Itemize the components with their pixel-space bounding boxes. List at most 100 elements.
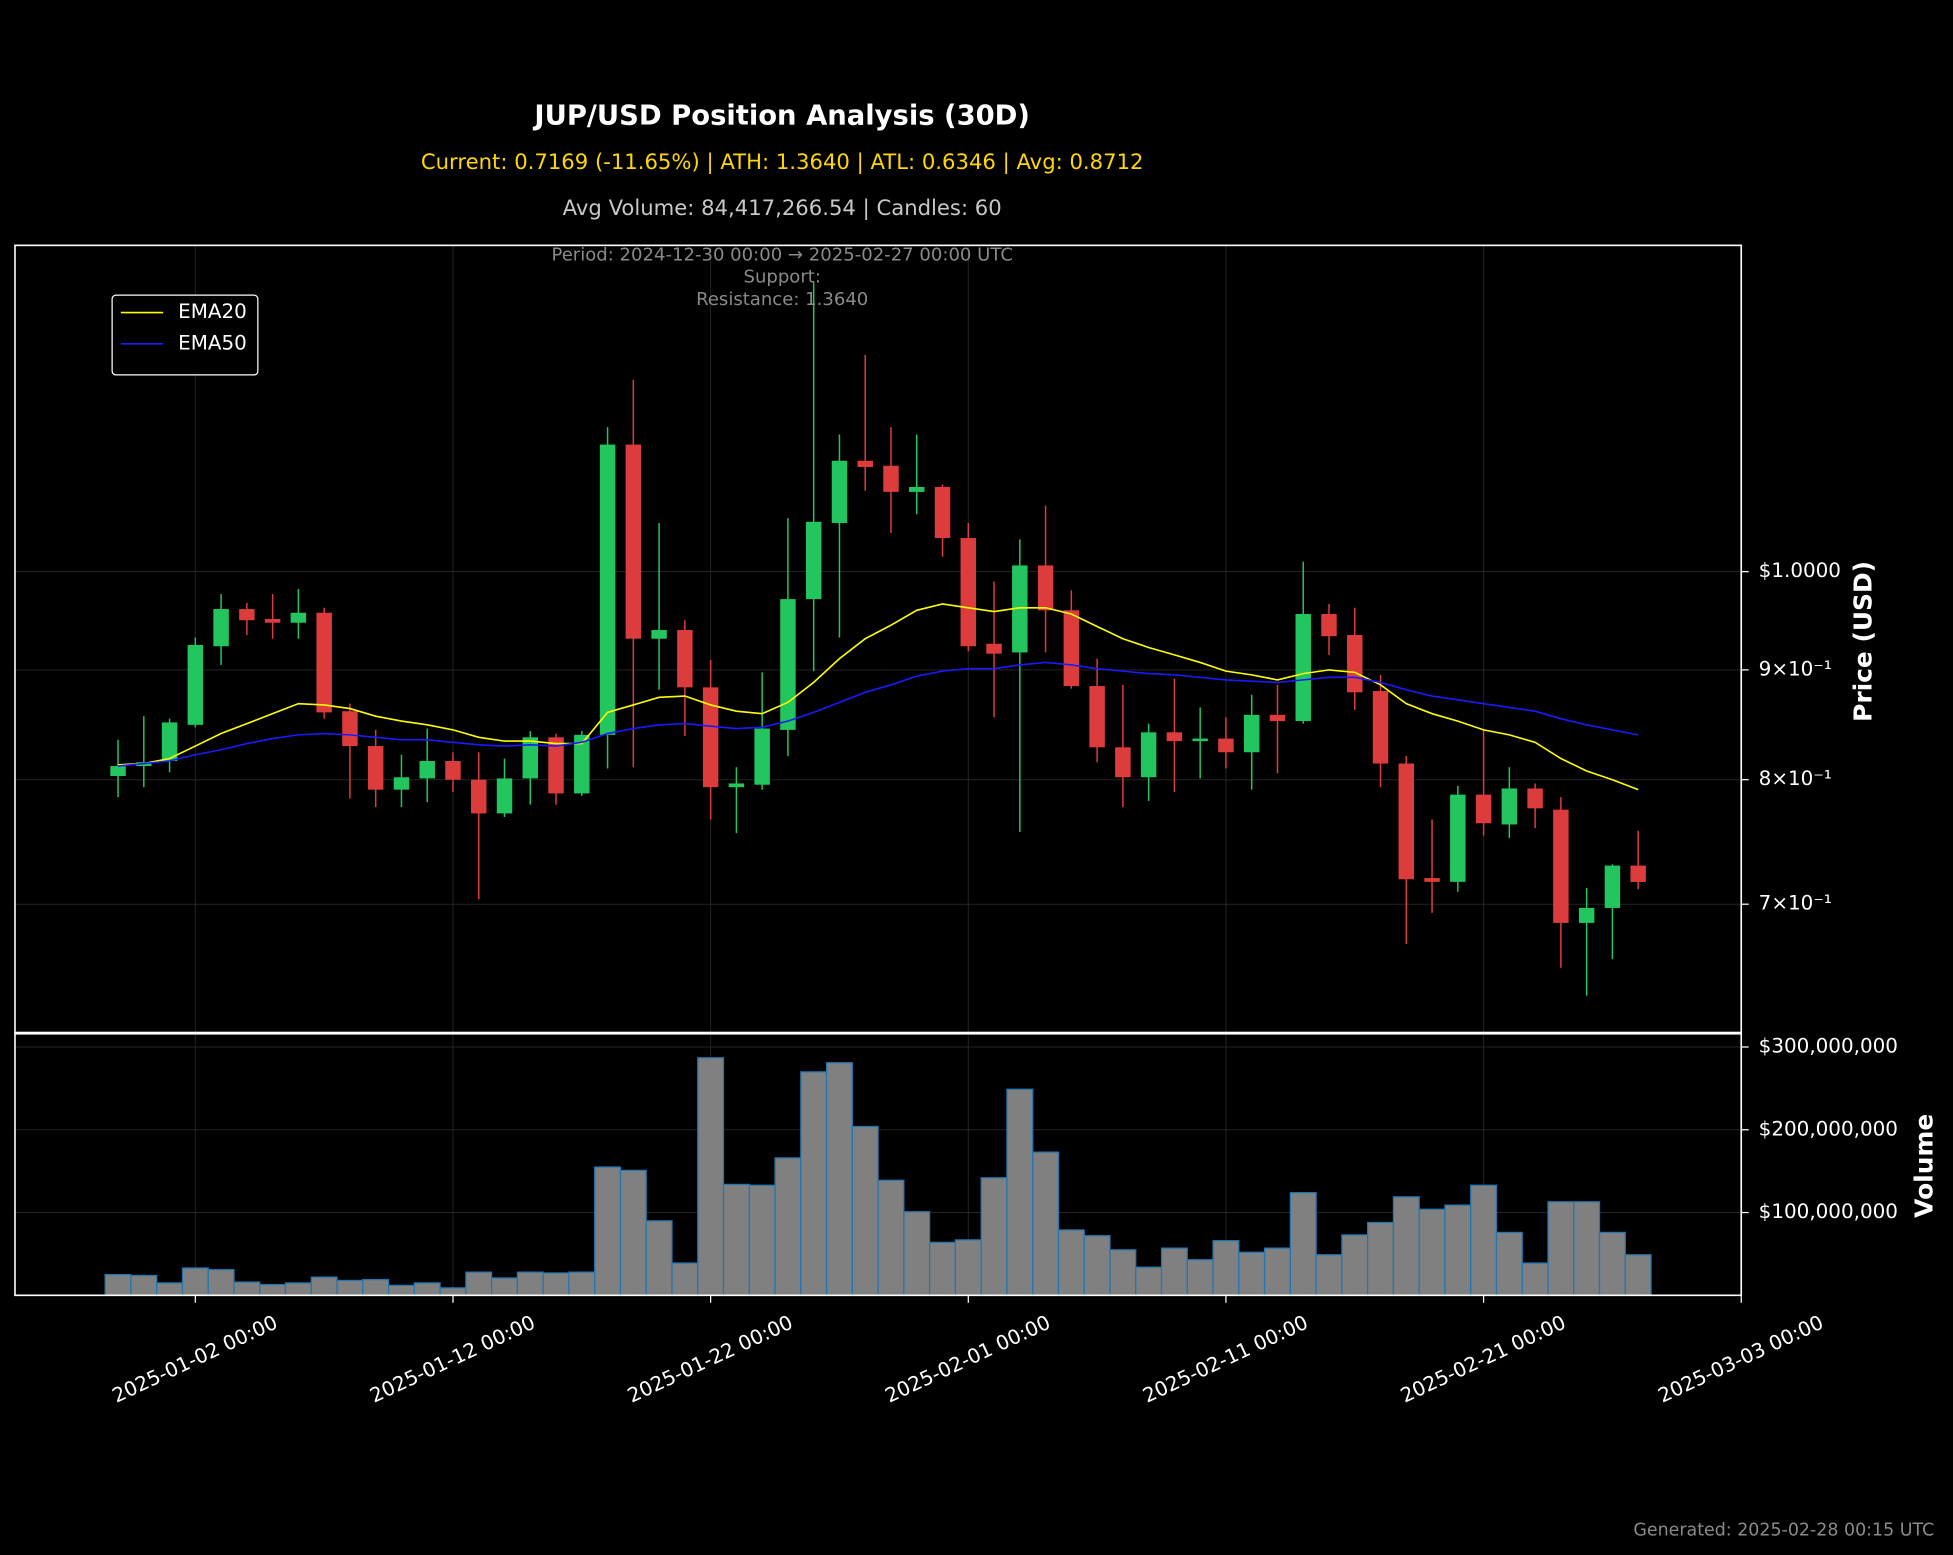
volume-bar: [130, 1274, 158, 1296]
volume-bar: [465, 1271, 493, 1296]
volume-bar: [1135, 1266, 1163, 1296]
y-tick-label: 7×10⁻¹: [1759, 892, 1832, 915]
volume-bar: [362, 1278, 390, 1296]
annotation: Resistance: 1.3640: [696, 289, 868, 310]
y-axis-label: Volume: [1910, 1114, 1939, 1218]
volume-bar: [1160, 1247, 1188, 1296]
chart-title: JUP/USD Position Analysis (30D): [532, 101, 1030, 132]
candle-body: [1115, 747, 1131, 778]
candle-body: [419, 761, 435, 779]
y-tick-label: 8×10⁻¹: [1759, 767, 1832, 790]
volume-bar: [568, 1271, 596, 1296]
candle-body: [986, 643, 1002, 654]
volume-bar: [233, 1281, 261, 1296]
candle-body: [934, 486, 951, 539]
candle-body: [651, 630, 667, 639]
footnote: Generated: 2025-02-28 00:15 UTC: [1633, 1521, 1934, 1541]
volume-bar: [542, 1272, 570, 1296]
y-tick-label: $300,000,000: [1759, 1035, 1898, 1058]
candle-body: [1243, 714, 1260, 753]
candle-body: [1321, 613, 1337, 637]
candle-body: [1166, 732, 1183, 742]
volume-bar: [1109, 1249, 1137, 1296]
volume-bar: [877, 1179, 905, 1296]
volume-bar: [156, 1282, 184, 1296]
volume-bar: [1238, 1251, 1266, 1296]
candle-body: [1372, 691, 1389, 764]
volume-bar: [774, 1157, 802, 1296]
candle-body: [1347, 635, 1363, 693]
volume-bar: [1212, 1240, 1240, 1296]
candle-body: [1604, 865, 1621, 908]
candle-body: [1012, 565, 1028, 653]
volume-bar: [439, 1287, 467, 1296]
candle-body: [1424, 878, 1440, 882]
volume-bar: [1521, 1262, 1549, 1296]
volume-bar: [800, 1071, 828, 1296]
candle-body: [1140, 732, 1157, 778]
volume-bar: [1083, 1235, 1111, 1296]
volume-bar: [1495, 1231, 1523, 1296]
plot-frame: [14, 1032, 1743, 1297]
candle-body: [805, 521, 822, 600]
candle-body: [471, 779, 487, 814]
volume-bar: [387, 1284, 415, 1296]
volume-bar: [980, 1177, 1008, 1296]
volume-bar: [1573, 1201, 1601, 1296]
y-tick-label: $100,000,000: [1759, 1200, 1898, 1223]
candle-body: [780, 599, 796, 730]
y-tick-label: $1.0000: [1759, 559, 1841, 582]
volume-bar: [619, 1169, 647, 1296]
volume-bar: [1006, 1088, 1034, 1296]
chart-subtitle: Current: 0.7169 (-11.65%) | ATH: 1.3640 …: [421, 149, 1144, 175]
y-tick-label: 9×10⁻¹: [1759, 657, 1832, 680]
volume-bar: [954, 1239, 982, 1296]
candle-body: [1037, 565, 1054, 611]
candle-body: [728, 783, 745, 788]
candle-body: [1475, 794, 1492, 824]
candle-body: [1527, 788, 1543, 809]
candle-body: [522, 737, 539, 779]
candle-body: [316, 612, 332, 713]
candle-body: [1578, 907, 1595, 923]
plot-frame: [14, 244, 1743, 1034]
candle-body: [702, 687, 719, 788]
volume-bar: [748, 1184, 776, 1296]
volume-bar: [1289, 1192, 1317, 1296]
volume-bar: [645, 1220, 673, 1296]
candle-body: [1063, 610, 1080, 687]
volume-bar: [284, 1282, 312, 1296]
legend-label: EMA50: [178, 331, 247, 354]
panel: 7×10⁻¹ 8×10⁻¹ 9×10⁻¹ $1.0000 Period: 2024-12…: [14, 244, 1841, 1034]
candle-body: [1501, 788, 1518, 825]
volume-bar: [1341, 1234, 1369, 1296]
y-tick-label: $200,000,000: [1759, 1117, 1898, 1140]
volume-bar: [1032, 1151, 1060, 1296]
volume-bar: [594, 1166, 622, 1296]
volume-bar: [104, 1273, 132, 1296]
candle-body: [496, 778, 513, 814]
candle-body: [1192, 738, 1208, 742]
candle-body: [1218, 738, 1234, 753]
volume-bar: [336, 1279, 364, 1296]
volume-bar: [1624, 1254, 1652, 1296]
volume-bar: [1263, 1247, 1291, 1296]
candle-body: [1398, 763, 1415, 880]
candle-body: [574, 734, 590, 794]
candle-body: [599, 444, 616, 735]
volume-bar: [207, 1269, 235, 1296]
candle-body: [960, 538, 977, 647]
volume-bar: [1418, 1208, 1446, 1296]
candle-body: [239, 609, 255, 621]
volume-bar: [903, 1211, 931, 1296]
volume-bar: [1315, 1254, 1343, 1296]
candle-body: [264, 618, 281, 623]
volume-bar: [722, 1183, 750, 1296]
annotation: Support:: [743, 267, 820, 288]
volume-bar: [1057, 1229, 1085, 1296]
volume-bar: [697, 1057, 725, 1296]
candle-body: [1630, 865, 1646, 882]
candle-body: [1269, 714, 1286, 722]
volume-bar: [310, 1276, 338, 1296]
